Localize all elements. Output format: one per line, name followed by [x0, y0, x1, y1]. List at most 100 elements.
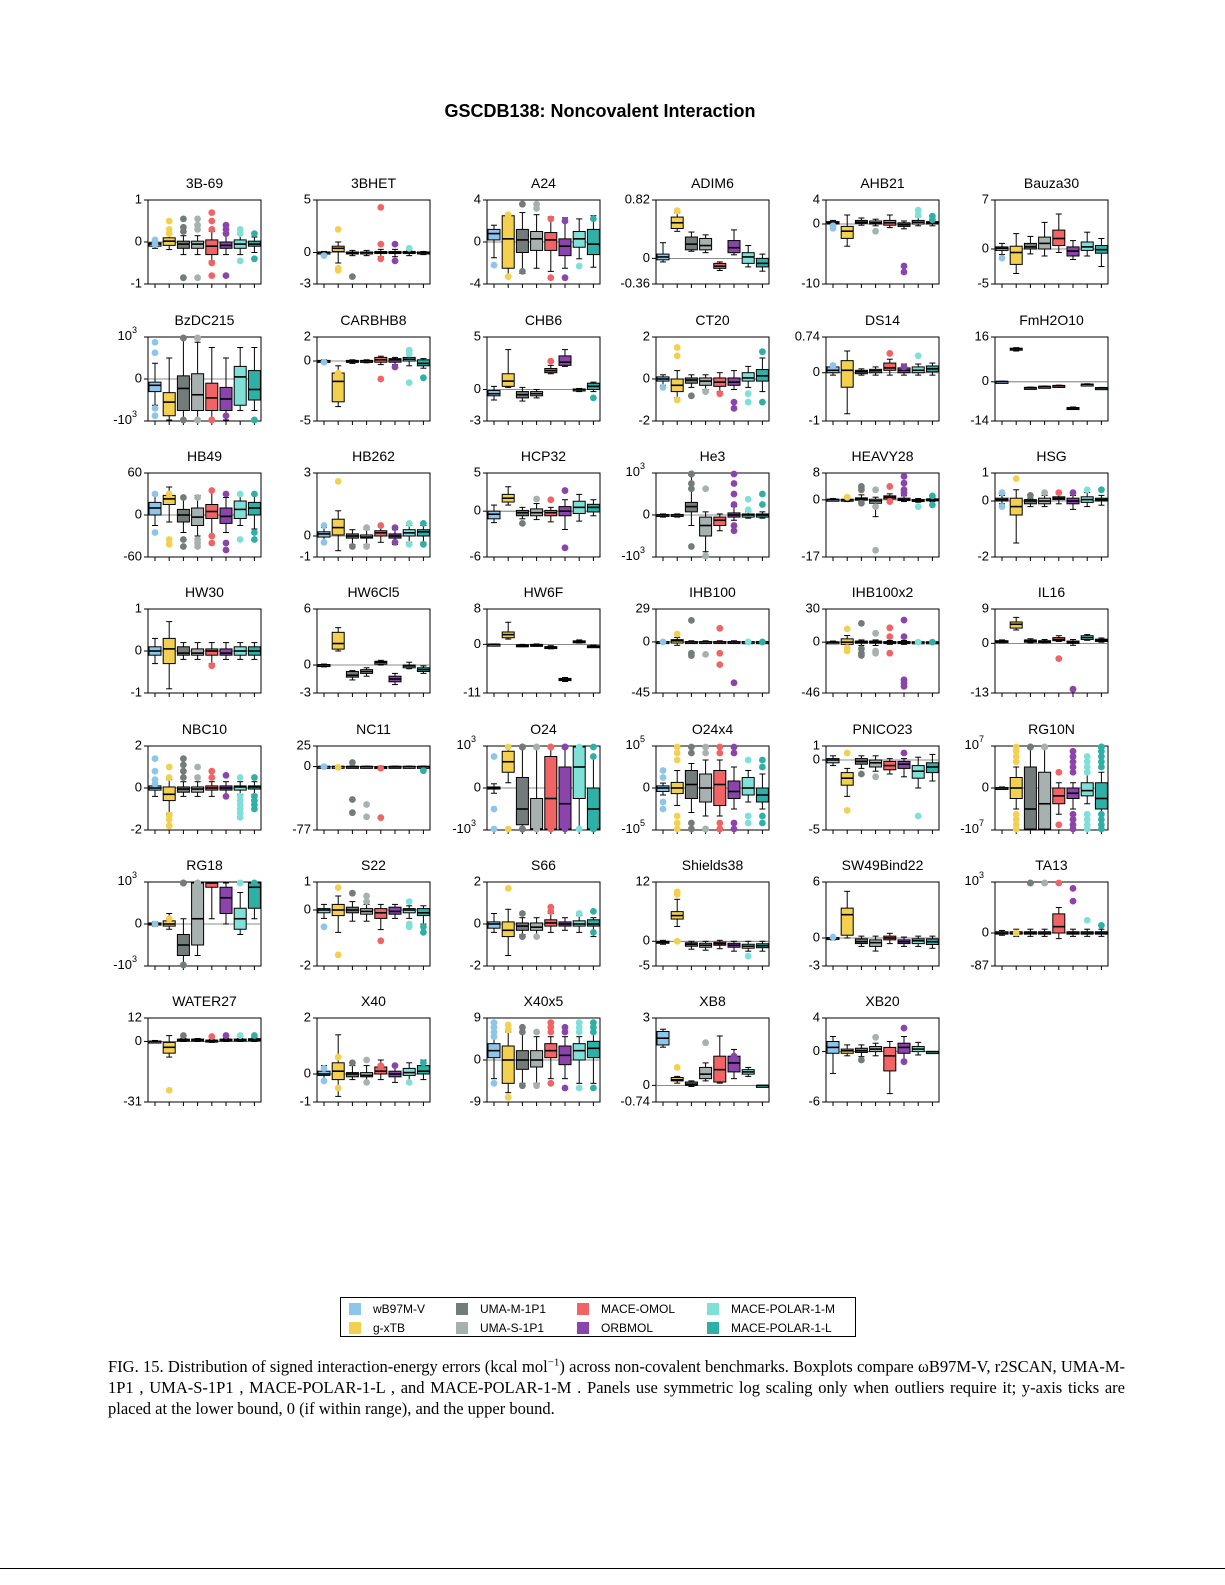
- y-tick-label: -9: [469, 1093, 481, 1108]
- outlier-point: [843, 493, 851, 501]
- panel-title: AHB21: [860, 175, 905, 191]
- outlier-point: [575, 825, 583, 833]
- outlier-point: [900, 479, 908, 487]
- outlier-point: [533, 1082, 540, 1090]
- outlier-point: [843, 647, 851, 655]
- outlier-point: [730, 679, 738, 687]
- outlier-point: [320, 1065, 328, 1072]
- legend-swatch: [349, 1303, 361, 1315]
- box: [345, 671, 359, 678]
- panel-title: CARBHB8: [340, 312, 406, 328]
- outlier-point: [843, 807, 851, 814]
- box: [741, 372, 755, 382]
- outlier-point: [377, 375, 385, 383]
- outlier-point: [194, 334, 202, 342]
- outlier-point: [334, 369, 342, 377]
- y-tick-label: 9: [474, 1009, 481, 1024]
- outlier-point: [320, 923, 328, 931]
- outlier-point: [900, 633, 908, 641]
- y-tick-label: -10: [801, 275, 820, 290]
- y-tick-label: -1: [130, 275, 142, 290]
- outlier-point: [251, 230, 258, 238]
- outlier-point: [533, 495, 540, 503]
- legend-swatch: [707, 1322, 719, 1334]
- outlier-point: [1069, 489, 1077, 496]
- outlier-point: [744, 398, 752, 406]
- outlier-point: [688, 616, 695, 624]
- outlier-point: [929, 638, 936, 646]
- y-tick-label: 0: [474, 915, 481, 930]
- outlier-point: [208, 272, 216, 279]
- panel-title: PNICO23: [853, 721, 913, 737]
- outlier-point: [759, 812, 766, 820]
- panel-title: O24: [530, 721, 557, 737]
- y-tick-label: -0.74: [620, 1093, 650, 1108]
- legend: wB97M-V g-xTB UMA-M-1P1 UMA-S-1P1 MACE-O…: [340, 1297, 856, 1337]
- figure-caption: FIG. 15. Distribution of signed interact…: [108, 1356, 1125, 1419]
- outlier-point: [391, 1062, 399, 1069]
- outlier-point: [180, 543, 187, 550]
- y-tick-label: 0: [982, 492, 989, 507]
- y-tick-label: 29: [636, 600, 650, 615]
- outlier-point: [165, 1086, 173, 1094]
- y-tick-label: -17: [801, 548, 820, 563]
- panel-title: X40: [361, 993, 386, 1009]
- outlier-point: [929, 492, 936, 500]
- y-tick-label: -105: [621, 818, 645, 836]
- y-tick-label: 6: [304, 600, 311, 615]
- y-tick-label: 0: [304, 244, 311, 259]
- y-tick-label: -6: [808, 1093, 820, 1108]
- panel-title: NC11: [356, 721, 391, 737]
- outlier-point: [759, 756, 766, 764]
- caption-prefix: FIG. 15. Distribution of signed interact…: [108, 1357, 548, 1376]
- box: [883, 362, 897, 371]
- y-tick-label: -3: [299, 684, 311, 699]
- y-tick-label: 0: [643, 1077, 650, 1092]
- outlier-point: [208, 539, 216, 547]
- panel-frame: [994, 336, 1109, 422]
- box: [558, 238, 572, 257]
- outlier-point: [673, 812, 681, 820]
- outlier-point: [1055, 489, 1063, 496]
- y-tick-label: -103: [452, 818, 476, 836]
- panel-frame: [655, 608, 770, 694]
- box: [572, 1043, 586, 1061]
- outlier-point: [405, 244, 413, 252]
- y-tick-label: 0: [982, 779, 989, 794]
- outlier-point: [702, 388, 709, 395]
- panel-title: 3BHET: [351, 175, 397, 191]
- outlier-point: [349, 1059, 356, 1067]
- box: [1052, 913, 1066, 934]
- outlier-point: [1098, 921, 1105, 929]
- outlier-point: [533, 933, 540, 940]
- outlier-point: [377, 814, 385, 822]
- box: [331, 631, 345, 650]
- panel-title: IL16: [1038, 584, 1065, 600]
- outlier-point: [391, 363, 399, 371]
- outlier-point: [900, 1058, 908, 1066]
- legend-label: MACE-POLAR-1-M: [731, 1302, 836, 1316]
- box: [416, 1065, 430, 1075]
- outlier-point: [1083, 486, 1091, 494]
- outlier-point: [1069, 884, 1077, 892]
- outlier-point: [872, 1033, 879, 1041]
- outlier-point: [208, 226, 216, 233]
- outlier-point: [716, 825, 724, 833]
- outlier-point: [504, 211, 512, 219]
- panel-frame: [994, 608, 1109, 694]
- outlier-point: [673, 825, 681, 833]
- outlier-point: [349, 809, 356, 817]
- outlier-point: [759, 398, 766, 406]
- y-tick-label: 0: [304, 758, 311, 773]
- outlier-point: [1098, 743, 1105, 751]
- outlier-point: [236, 879, 244, 887]
- y-tick-label: 0: [304, 1065, 311, 1080]
- outlier-point: [180, 879, 187, 887]
- outlier-point: [730, 405, 738, 412]
- panel-frame: [994, 472, 1109, 558]
- outlier-point: [886, 483, 894, 490]
- box: [233, 785, 247, 791]
- panel-frame: [825, 608, 940, 694]
- y-tick-label: 4: [474, 191, 481, 206]
- y-tick-label: 0: [643, 633, 650, 648]
